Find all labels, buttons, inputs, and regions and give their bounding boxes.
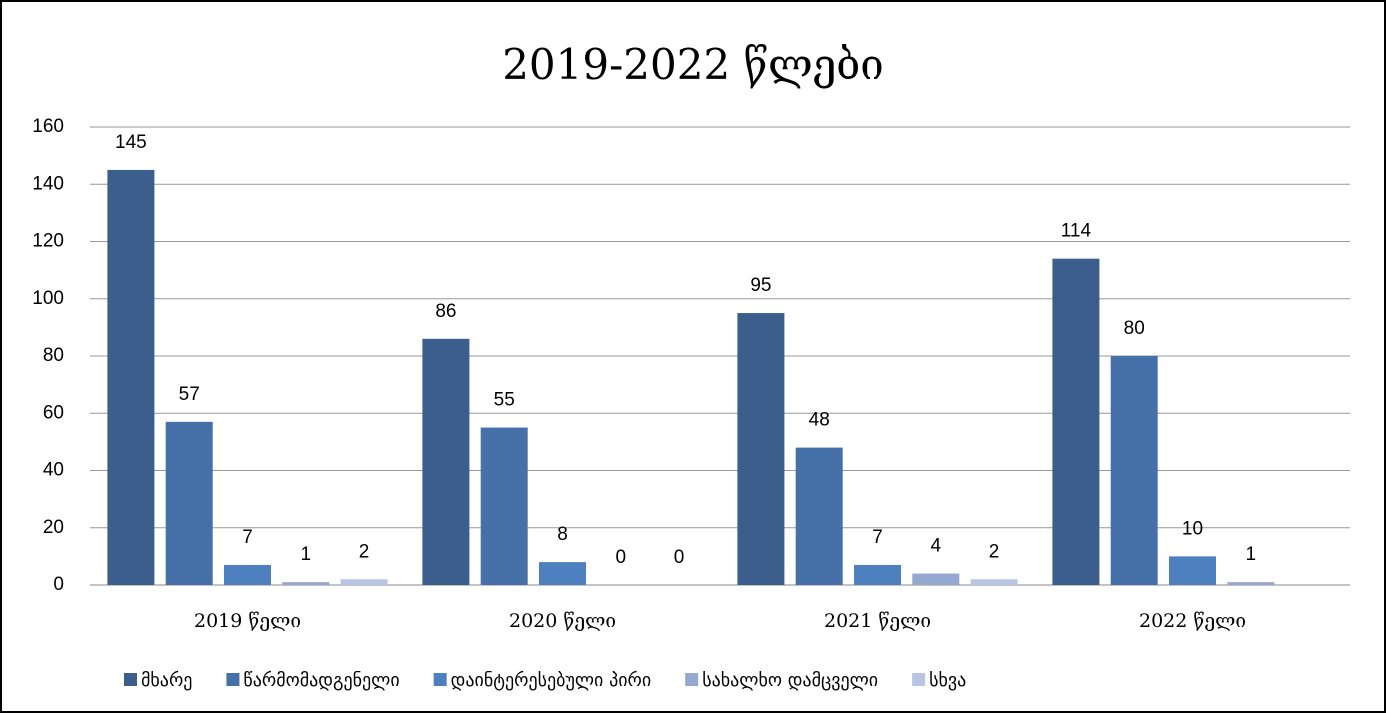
legend-swatch — [226, 673, 240, 686]
data-label: 7 — [872, 527, 883, 548]
data-label: 48 — [809, 410, 830, 431]
data-label: 2 — [989, 541, 1000, 562]
data-label: 7 — [242, 527, 253, 548]
data-label: 95 — [750, 275, 771, 296]
bar — [422, 338, 470, 585]
legend-label: სახალხო დამცველი — [702, 670, 878, 691]
data-label: 1 — [1246, 544, 1257, 565]
legend-label: მხარე — [141, 670, 192, 691]
y-tick-label: 20 — [43, 517, 64, 538]
data-label: 86 — [435, 301, 456, 322]
data-label: 10 — [1182, 518, 1203, 539]
legend-label: სხვა — [929, 670, 966, 691]
data-label: 0 — [616, 547, 627, 568]
legend-label: წარმომადგენელი — [243, 670, 399, 691]
bar — [795, 447, 843, 585]
bar — [970, 579, 1018, 585]
bar — [224, 564, 271, 585]
x-tick-label: 2021 წელი — [824, 610, 931, 632]
bar — [912, 573, 960, 585]
x-tick-label: 2019 წელი — [194, 610, 301, 632]
y-tick-label: 40 — [43, 460, 64, 481]
y-tick-label: 140 — [32, 173, 64, 194]
chart-title: 2019-2022 წლები — [502, 40, 884, 89]
data-label: 55 — [494, 390, 515, 411]
bar — [737, 313, 785, 585]
data-label: 57 — [179, 384, 200, 405]
y-tick-label: 60 — [43, 402, 64, 423]
legend-label: დაინტერესებული პირი — [451, 670, 652, 691]
bar — [282, 582, 330, 585]
y-tick-label: 0 — [53, 574, 64, 595]
data-label: 145 — [115, 132, 147, 153]
legend-swatch — [124, 673, 137, 686]
bar — [1169, 556, 1216, 585]
legend-swatch — [912, 673, 926, 686]
bar — [165, 421, 213, 585]
x-tick-label: 2022 წელი — [1139, 610, 1246, 632]
bar — [107, 169, 155, 585]
bar — [340, 579, 388, 585]
legend-swatch — [433, 673, 447, 686]
y-tick-label: 100 — [32, 288, 64, 309]
bar — [480, 427, 528, 585]
data-label: 4 — [931, 536, 942, 557]
bar — [1110, 356, 1158, 585]
y-tick-label: 120 — [32, 231, 64, 252]
bar — [854, 564, 901, 585]
data-label: 1 — [301, 544, 312, 565]
data-label: 0 — [674, 547, 685, 568]
y-tick-label: 80 — [43, 345, 64, 366]
legend-swatch — [685, 673, 699, 686]
bar — [539, 562, 586, 585]
data-label: 2 — [359, 541, 370, 562]
y-tick-label: 160 — [32, 116, 64, 137]
data-label: 8 — [557, 524, 568, 545]
bar — [1227, 582, 1275, 585]
data-label: 80 — [1124, 318, 1145, 339]
data-label: 114 — [1061, 221, 1092, 242]
bar — [1052, 258, 1100, 585]
x-tick-label: 2020 წელი — [509, 610, 616, 632]
